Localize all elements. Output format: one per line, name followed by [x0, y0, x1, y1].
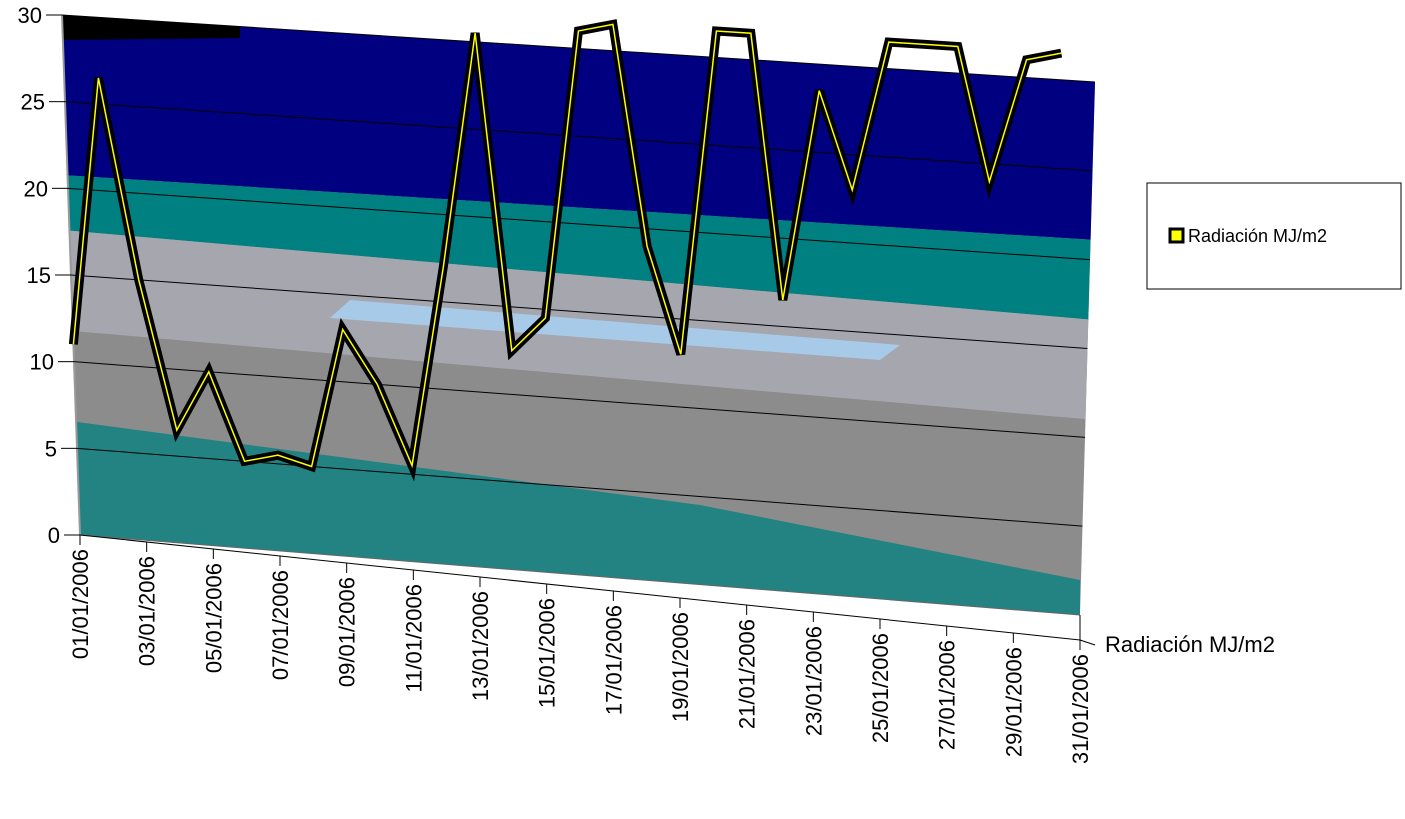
x-tick-label: 15/01/2006 [535, 598, 560, 708]
depth-axis-label: Radiación MJ/m2 [1105, 632, 1275, 657]
x-tick-label: 29/01/2006 [1001, 647, 1026, 757]
y-tick-label: 30 [18, 3, 42, 28]
legend-label: Radiación MJ/m2 [1188, 226, 1327, 246]
x-tick-label: 03/01/2006 [135, 556, 160, 666]
y-tick-label: 25 [21, 90, 45, 115]
x-tick-label: 23/01/2006 [801, 626, 826, 736]
legend: Radiación MJ/m2 [1147, 183, 1401, 289]
plot-background [62, 15, 1095, 615]
x-tick-label: 27/01/2006 [935, 640, 960, 750]
x-tick-label: 07/01/2006 [268, 570, 293, 680]
x-tick-label: 05/01/2006 [201, 563, 226, 673]
legend-swatch [1170, 229, 1183, 242]
y-tick-label: 0 [48, 523, 60, 548]
x-tick-label: 09/01/2006 [335, 577, 360, 687]
x-tick-label: 25/01/2006 [868, 633, 893, 743]
x-tick-label: 11/01/2006 [401, 584, 426, 692]
x-tick-label: 19/01/2006 [668, 612, 693, 722]
x-tick-label: 31/01/2006 [1068, 654, 1093, 764]
y-tick-label: 20 [24, 176, 48, 201]
y-tick-label: 10 [30, 350, 54, 375]
y-tick-label: 15 [27, 263, 51, 288]
x-tick-label: 17/01/2006 [601, 605, 626, 715]
x-tick-label: 13/01/2006 [468, 591, 493, 701]
x-tick-label: 21/01/2006 [735, 619, 760, 729]
y-tick-label: 5 [45, 436, 57, 461]
x-tick-label: 01/01/2006 [68, 549, 93, 659]
